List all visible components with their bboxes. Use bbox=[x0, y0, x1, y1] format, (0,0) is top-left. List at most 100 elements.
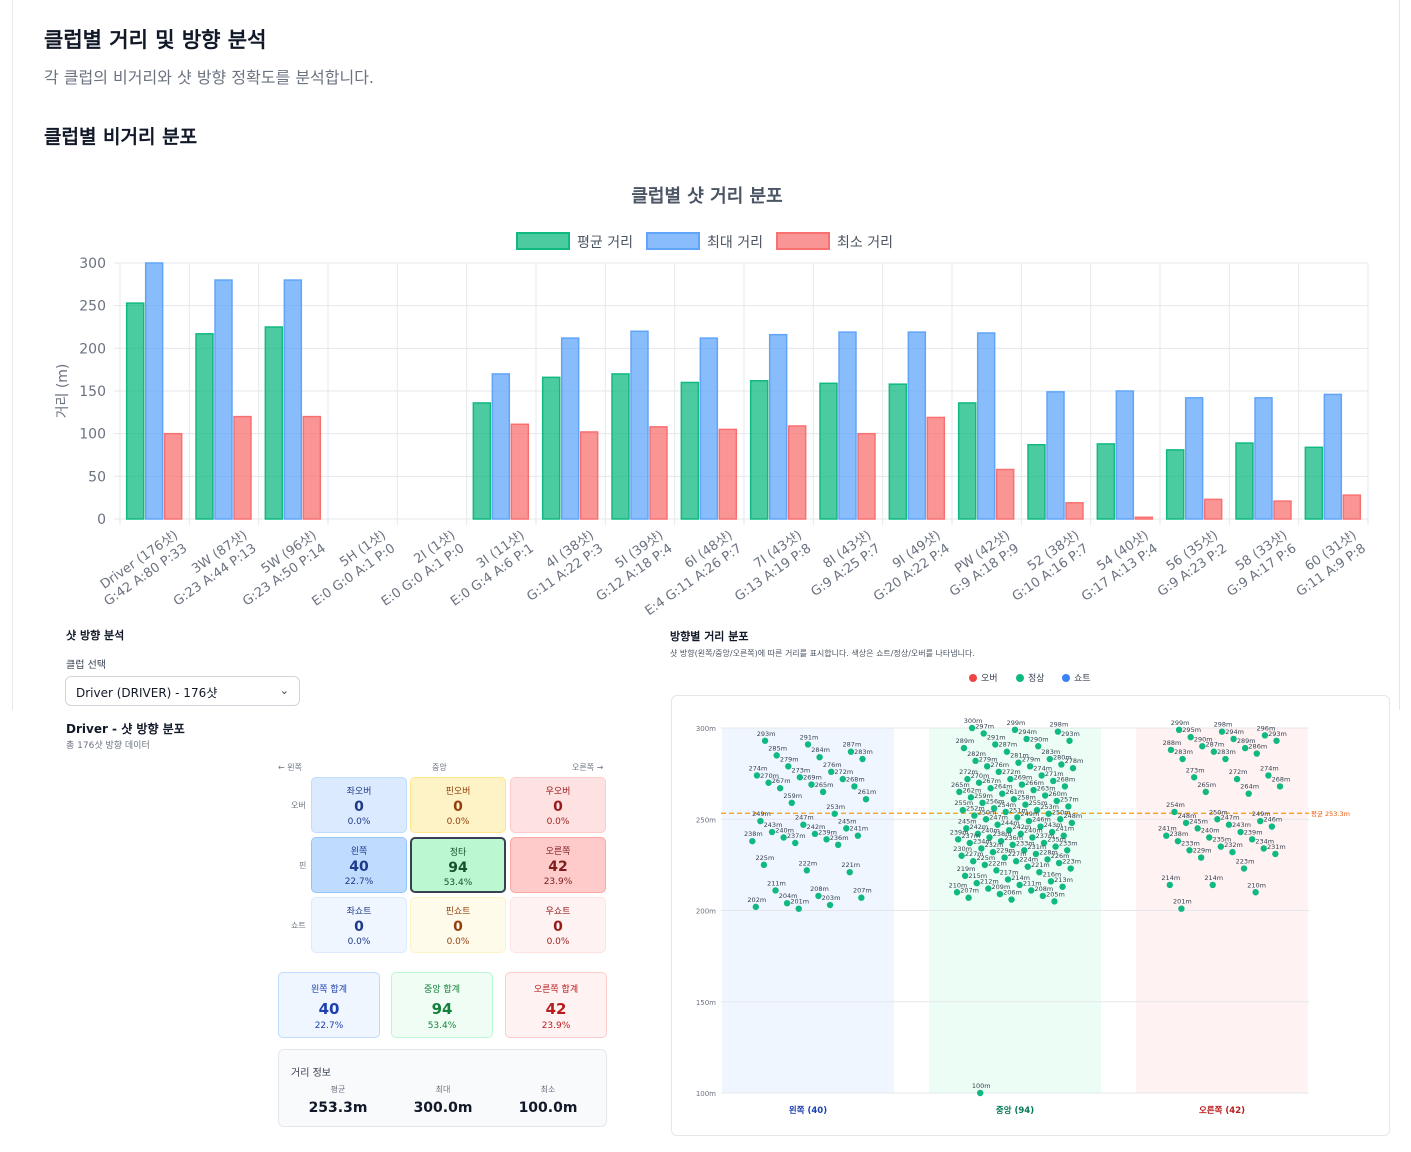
scatter-point bbox=[965, 894, 972, 901]
point-label: 234m bbox=[973, 837, 992, 845]
point-label: 274m bbox=[749, 764, 768, 772]
scatter-point bbox=[1187, 733, 1194, 741]
scatter-point bbox=[954, 836, 962, 843]
cell-right[interactable]: 오른쪽 42 23.9% bbox=[510, 837, 606, 893]
avg-stat: 평균 253.3m bbox=[288, 1084, 388, 1116]
scatter-point bbox=[1004, 876, 1012, 883]
cell-left[interactable]: 왼쪽 40 22.7% bbox=[311, 837, 407, 893]
column-label: 왼쪽 (40) bbox=[789, 1105, 827, 1116]
scatter-point bbox=[1016, 881, 1023, 889]
scatter-point bbox=[1007, 775, 1014, 783]
point-label: 216m bbox=[1043, 870, 1062, 878]
y-tick-label: 300 bbox=[79, 256, 106, 272]
point-label: 268m bbox=[1272, 775, 1291, 783]
scatter-point bbox=[1199, 743, 1206, 750]
scatter-point bbox=[995, 768, 1002, 775]
point-label: 223m bbox=[1062, 858, 1081, 866]
scatter-point bbox=[1024, 863, 1031, 870]
scatter-point bbox=[979, 799, 986, 807]
point-label: 214m bbox=[1011, 874, 1030, 882]
point-label: 208m bbox=[1034, 885, 1053, 893]
distribution-title: Driver - 샷 방향 분포 bbox=[66, 722, 185, 736]
point-label: 274m bbox=[1033, 764, 1052, 772]
point-label: 265m bbox=[815, 781, 834, 789]
scatter-point bbox=[981, 861, 989, 869]
point-label: 270m bbox=[971, 772, 990, 780]
scatter-subtitle: 샷 방향(왼쪽/중앙/오른쪽)에 따른 거리를 표시합니다. 색상은 쇼트/정상… bbox=[670, 649, 975, 658]
point-label: 287m bbox=[999, 741, 1018, 749]
bar bbox=[888, 383, 908, 520]
scatter-point bbox=[816, 754, 823, 761]
cell-name: 우오버 bbox=[545, 787, 571, 797]
total-value: 94 bbox=[431, 1000, 453, 1018]
scatter-point bbox=[983, 763, 991, 770]
point-label: 247m bbox=[989, 814, 1008, 822]
total-center: 중앙 합계 94 53.4% bbox=[391, 972, 493, 1038]
point-label: 245m bbox=[1189, 817, 1208, 825]
cell-right-over[interactable]: 우오버 0 0.0% bbox=[510, 777, 606, 833]
scatter-point bbox=[1058, 761, 1065, 768]
y-tick-label: 200 bbox=[79, 341, 106, 357]
scatter-point bbox=[1245, 790, 1252, 797]
scatter-point bbox=[795, 905, 802, 912]
point-label: 254m bbox=[997, 801, 1016, 809]
cell-center[interactable]: 정타 94 53.4% bbox=[410, 837, 506, 893]
distance-info-title: 거리 정보 bbox=[291, 1068, 331, 1079]
scatter-point bbox=[854, 832, 862, 839]
scatter-point bbox=[1011, 726, 1019, 734]
bar bbox=[1254, 397, 1273, 520]
bar bbox=[611, 373, 630, 520]
cell-left-short[interactable]: 좌쇼트 0 0.0% bbox=[311, 897, 407, 953]
scatter-card bbox=[671, 695, 1390, 1136]
point-label: 286m bbox=[1248, 743, 1267, 751]
scatter-point bbox=[973, 879, 980, 887]
scatter-point bbox=[1055, 859, 1063, 867]
distance-info-card: 거리 정보 평균 253.3m 최대 300.0m 최소 100.0m bbox=[278, 1049, 607, 1127]
bar bbox=[787, 425, 807, 520]
column-label: 중앙 (94) bbox=[996, 1105, 1034, 1116]
y-axis-label: 거리 (m) bbox=[55, 364, 71, 419]
point-label: 230m bbox=[953, 845, 972, 853]
scatter-point bbox=[1050, 777, 1057, 785]
average-label: 평균 253.3m bbox=[1311, 809, 1350, 818]
scatter-point bbox=[1240, 865, 1248, 872]
scatter-point bbox=[831, 810, 838, 817]
point-label: 248m bbox=[1178, 812, 1197, 820]
point-label: 276m bbox=[990, 761, 1009, 769]
cell-left-over[interactable]: 좌오버 0 0.0% bbox=[311, 777, 407, 833]
point-label: 207m bbox=[853, 887, 872, 895]
point-label: 237m bbox=[1036, 832, 1055, 840]
section-title: 클럽별 비거리 분포 bbox=[44, 126, 198, 148]
cell-pin-over[interactable]: 핀오버 0 0.0% bbox=[410, 777, 506, 833]
legend-dot bbox=[1062, 674, 1070, 682]
scatter-point bbox=[1023, 735, 1030, 743]
scatter-point bbox=[1261, 732, 1269, 739]
scatter-point bbox=[1038, 772, 1045, 779]
point-label: 261m bbox=[858, 788, 877, 796]
scatter-point bbox=[975, 779, 983, 786]
scatter-point bbox=[1171, 808, 1178, 816]
cell-pin-short[interactable]: 핀쇼트 0 0.0% bbox=[410, 897, 506, 953]
scatter-point bbox=[1190, 774, 1198, 781]
point-label: 279m bbox=[780, 755, 799, 763]
scatter-point bbox=[858, 894, 865, 901]
scatter-point bbox=[1054, 728, 1062, 735]
point-label: 222m bbox=[798, 859, 817, 867]
y-tick-label: 300m bbox=[696, 725, 716, 733]
scatter-point bbox=[1018, 781, 1026, 788]
cell-name: 좌쇼트 bbox=[346, 907, 372, 917]
scatter-point bbox=[773, 752, 780, 759]
scatter-point bbox=[1008, 896, 1015, 903]
point-label: 246m bbox=[1032, 816, 1051, 824]
total-pct: 22.7% bbox=[314, 1021, 344, 1031]
page-subtitle: 각 클럽의 비거리와 샷 방향 정확도를 분석합니다. bbox=[44, 68, 375, 87]
legend-normal[interactable]: 정상 bbox=[1016, 671, 1045, 684]
point-label: 272m bbox=[1002, 768, 1021, 776]
cell-right-short[interactable]: 우쇼트 0 0.0% bbox=[510, 897, 606, 953]
bar bbox=[1273, 500, 1292, 520]
club-select[interactable]: Driver (DRIVER) - 176샷 ⌄ bbox=[65, 676, 300, 706]
legend-over[interactable]: 오버 bbox=[969, 671, 998, 684]
legend-short[interactable]: 쇼트 bbox=[1062, 671, 1091, 684]
scatter-point bbox=[1006, 827, 1013, 834]
scatter-point bbox=[1036, 868, 1043, 876]
